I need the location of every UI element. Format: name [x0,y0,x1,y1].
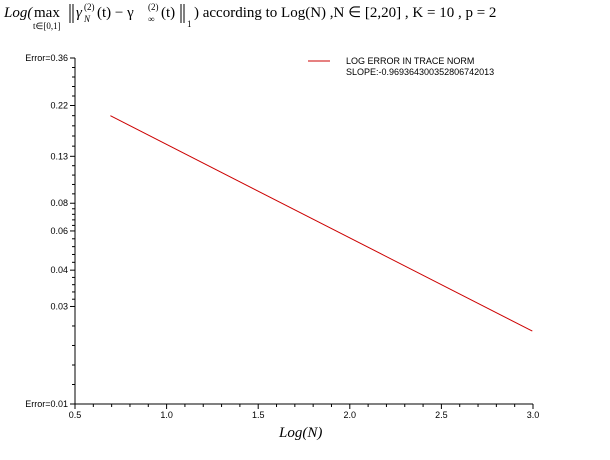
title-end: (t) [161,5,175,21]
chart-title: Log( max t∈[0,1] γ (2) N (t) − γ (2) ∞ (… [3,2,496,31]
legend-entry-slope: SLOPE:-0.969364300352806742013 [346,67,494,77]
x-tick-label: 1.5 [252,410,265,420]
x-tick-label: 2.0 [344,410,357,420]
axes [74,58,533,405]
x-ticks: 0.5 1.0 1.5 2.0 2.5 3.0 [69,404,540,420]
title-gamma-a: γ [76,5,83,21]
series-line-0 [110,115,533,332]
x-tick-label: 2.5 [435,410,448,420]
title-mid: (t) − γ [97,5,134,21]
title-max-subscript: t∈[0,1] [33,21,61,31]
x-tick-label: 0.5 [69,410,82,420]
y-tick-label: 0.22 [50,101,68,111]
title-max: max [34,5,60,21]
y-tick-label: 0.06 [50,226,68,236]
title-prefix: Log( [3,5,33,21]
y-tick-label: 0.08 [50,198,68,208]
y-tick-label: 0.03 [50,301,68,311]
title-gamma-a-sup: (2) [84,2,95,12]
series-layer [110,115,533,332]
y-tick-label: Error=0.36 [25,53,68,63]
title-gamma-b-sub: ∞ [148,14,154,24]
x-tick-label: 3.0 [527,410,540,420]
y-tick-label: 0.04 [50,265,68,275]
title-gamma-a-sub: N [83,14,91,24]
title-suffix: ) according to Log(N) ,N ∈ [2,20] , K = … [194,5,496,21]
y-tick-label: Error=0.01 [25,399,68,409]
title-norm-index: 1 [187,19,192,29]
legend: LOG ERROR IN TRACE NORM SLOPE:-0.9693643… [308,56,494,77]
y-tick-label: 0.13 [50,151,68,161]
x-axis-title: Log(N) [278,425,322,441]
y-ticks: Error=0.01 0.03 0.04 0.06 0.08 0.13 0.22 Error=… [25,53,75,409]
title-gamma-b-sup: (2) [148,2,159,12]
legend-entry-series: LOG ERROR IN TRACE NORM [346,56,474,66]
x-tick-label: 1.0 [160,410,173,420]
